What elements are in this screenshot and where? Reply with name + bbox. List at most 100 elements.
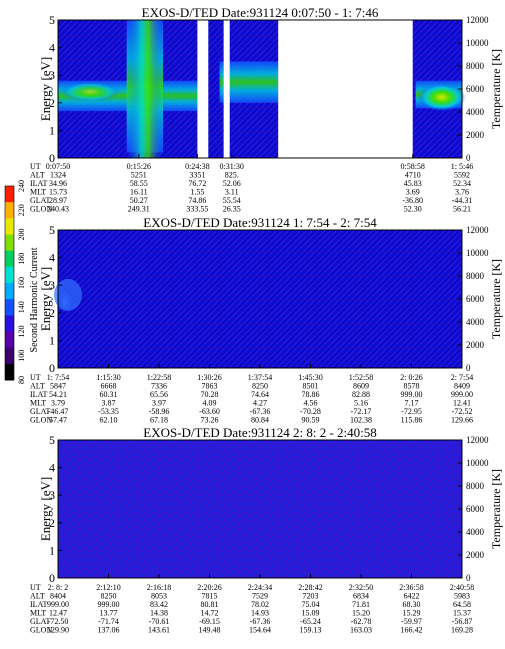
y-tick-label: 3 — [49, 68, 55, 82]
y-tick-label: 0 — [49, 151, 55, 165]
table-cell: 999.00 — [47, 600, 69, 609]
table-cell: 4.09 — [203, 399, 217, 408]
table-cell: 8053 — [151, 592, 167, 601]
panel-title: EXOS-D/TED Date:931124 1: 7:54 - 2: 7:54 — [143, 215, 377, 230]
table-cell: 70.28 — [201, 390, 219, 399]
table-cell: 149.48 — [199, 626, 221, 635]
table-cell: -67.36 — [250, 617, 271, 626]
colorbar-tick-label: 120 — [17, 326, 26, 338]
table-cell: 5847 — [50, 382, 66, 391]
table-cell: -72.95 — [401, 407, 422, 416]
table-cell: 80.81 — [201, 600, 219, 609]
table-cell: 14.38 — [150, 609, 168, 618]
table-cell: 15.20 — [352, 609, 370, 618]
table-cell: 129.66 — [451, 416, 473, 425]
table-cell: 115.86 — [401, 416, 423, 425]
y2-tick-label: 12000 — [466, 435, 489, 445]
table-row-label: ALT — [30, 382, 45, 391]
table-cell: 56.21 — [453, 205, 471, 214]
table-cell: 5983 — [454, 592, 470, 601]
y2-tick-label: 4000 — [466, 317, 485, 327]
table-cell: 15.73 — [49, 188, 67, 197]
table-row-label: ALT — [30, 592, 45, 601]
table-cell: 249.31 — [128, 205, 150, 214]
table-cell: 999.00 — [451, 390, 473, 399]
table-cell: 64.58 — [453, 600, 471, 609]
table-cell: 76.72 — [188, 179, 206, 188]
y2-axis-label: Temperature [K] — [489, 259, 503, 339]
y-tick-label: 0 — [49, 571, 55, 585]
spectrogram-panel-2: EXOS-D/TED Date:931124 1: 7:54 - 2: 7:54… — [30, 215, 503, 425]
table-cell: 1.55 — [190, 188, 204, 197]
table-cell: 0:31:30 — [219, 162, 243, 171]
table-cell: -65.24 — [300, 617, 321, 626]
table-cell: 1: 7:54 — [47, 373, 69, 382]
table-cell: 26.35 — [223, 205, 241, 214]
y-tick-label: 1 — [49, 123, 55, 137]
table-row-label: MLT — [30, 188, 46, 197]
colorbar: 80 100 120 140 160 180 200 220 240 Second Harmoni… — [4, 180, 40, 384]
table-row-label: GLON — [30, 416, 52, 425]
table-cell: 1: 5:46 — [451, 162, 473, 171]
table-cell: 0:58:58 — [400, 162, 424, 171]
table-cell: 14.72 — [201, 609, 219, 618]
table-cell: 1:15:30 — [96, 373, 120, 382]
table-cell: 3.79 — [51, 399, 65, 408]
table-cell: -72.17 — [351, 407, 372, 416]
y2-tick-label: 4000 — [466, 527, 485, 537]
table-cell: -58.96 — [149, 407, 170, 416]
table-cell: -72.52 — [452, 407, 473, 416]
table-cell: 0:15:26 — [127, 162, 151, 171]
table-cell: 1:52:58 — [349, 373, 373, 382]
table-cell: 999.00 — [401, 390, 423, 399]
table-cell: 5251 — [131, 171, 147, 180]
colorbar-segment — [5, 266, 14, 284]
table-cell: 2: 8: 2 — [48, 583, 68, 592]
colorbar-segment — [5, 250, 14, 268]
table-cell: -70.61 — [149, 617, 170, 626]
table-cell: 7.17 — [405, 399, 419, 408]
table-cell: 58.55 — [130, 179, 148, 188]
table-cell: 65.56 — [150, 390, 168, 399]
ephemeris-table: UT 2: 8: 2 2:12:10 2:16:18 2:20:26 2:24:34 2:2… — [30, 583, 474, 635]
table-cell: 60.31 — [100, 390, 118, 399]
table-cell: 143.61 — [148, 626, 170, 635]
table-cell: -36.80 — [402, 196, 423, 205]
table-cell: 7815 — [202, 592, 218, 601]
y2-tick-label: 10000 — [466, 458, 489, 468]
table-cell: 73.26 — [201, 416, 219, 425]
table-cell: 78.86 — [302, 390, 320, 399]
data-gap — [278, 20, 413, 158]
table-cell: 82.88 — [352, 390, 370, 399]
table-cell: 6834 — [353, 592, 369, 601]
table-cell: 1:22:58 — [147, 373, 171, 382]
colorbar-segment — [5, 186, 14, 203]
y2-tick-label: 6000 — [466, 294, 485, 304]
table-cell: 50.27 — [130, 196, 148, 205]
table-cell: 3.69 — [406, 188, 420, 197]
table-cell: 4710 — [405, 171, 421, 180]
table-cell: 2:40:58 — [450, 583, 474, 592]
y2-tick-label: 10000 — [466, 248, 489, 258]
table-row-label: UT — [30, 373, 41, 382]
colorbar-tick-label: 100 — [17, 350, 26, 362]
table-row-label: ALT — [30, 171, 45, 180]
table-cell: 2:32:50 — [349, 583, 373, 592]
table-cell: 7529 — [252, 592, 268, 601]
table-cell: 7863 — [202, 382, 218, 391]
colorbar-tick-label: 220 — [17, 204, 26, 216]
table-cell: 7336 — [151, 382, 167, 391]
table-row-label: ILAT — [30, 390, 47, 399]
table-cell: -72.50 — [48, 617, 69, 626]
colorbar-frame — [4, 185, 15, 381]
table-cell: 166.42 — [401, 626, 423, 635]
table-cell: 12.41 — [453, 399, 471, 408]
y-tick-label: 4 — [49, 461, 55, 475]
y2-tick-label: 8000 — [466, 481, 485, 491]
table-cell: 75.04 — [302, 600, 320, 609]
table-cell: 80.84 — [251, 416, 269, 425]
table-cell: 57.47 — [49, 416, 67, 425]
colorbar-segment — [5, 347, 14, 365]
table-cell: 71.81 — [352, 600, 370, 609]
